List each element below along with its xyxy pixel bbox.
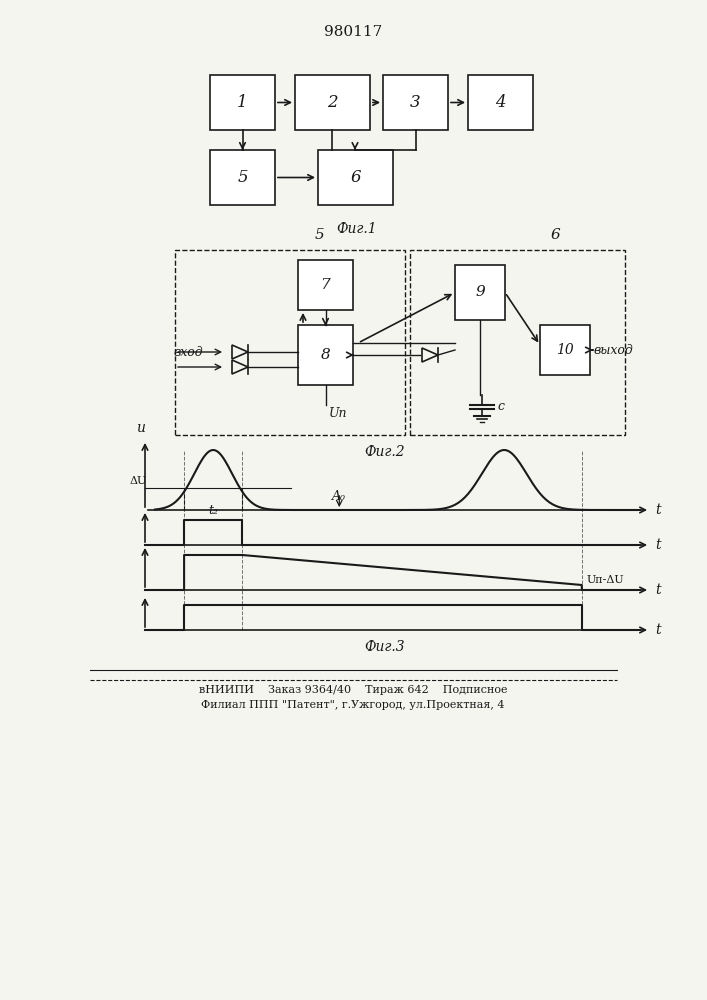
Text: 2: 2 xyxy=(327,94,338,111)
Bar xyxy=(175,250,405,435)
Bar xyxy=(298,260,353,310)
Bar xyxy=(383,75,448,130)
Text: 1: 1 xyxy=(237,94,248,111)
Text: 6: 6 xyxy=(350,169,361,186)
Text: выход: выход xyxy=(593,344,633,357)
Text: 8: 8 xyxy=(321,348,330,362)
Text: Фиг.1: Фиг.1 xyxy=(337,222,378,236)
Text: 7: 7 xyxy=(321,278,330,292)
Bar xyxy=(318,150,393,205)
Bar xyxy=(210,150,275,205)
Text: Uп-ΔU: Uп-ΔU xyxy=(587,575,624,585)
Text: Фиг.2: Фиг.2 xyxy=(365,445,405,459)
Text: t: t xyxy=(655,583,660,597)
Text: Филиал ППП "Патент", г.Ужгород, ул.Проектная, 4: Филиал ППП "Патент", г.Ужгород, ул.Проек… xyxy=(201,700,505,710)
Text: Фиг.3: Фиг.3 xyxy=(365,640,405,654)
Text: вНИИПИ    Заказ 9364/40    Тираж 642    Подписное: вНИИПИ Заказ 9364/40 Тираж 642 Подписное xyxy=(199,685,507,695)
Bar xyxy=(540,325,590,375)
Text: 5: 5 xyxy=(237,169,248,186)
Bar xyxy=(298,325,353,385)
Text: 4: 4 xyxy=(495,94,506,111)
Text: 9: 9 xyxy=(475,286,485,300)
Text: Uп: Uп xyxy=(329,407,347,420)
Text: t: t xyxy=(655,503,660,517)
Text: t: t xyxy=(655,538,660,552)
Text: 10: 10 xyxy=(556,343,574,357)
Text: 3: 3 xyxy=(410,94,421,111)
Text: t₂: t₂ xyxy=(208,504,218,517)
Text: t: t xyxy=(655,623,660,637)
Text: u: u xyxy=(136,421,144,435)
Text: A₀: A₀ xyxy=(332,490,346,503)
Text: 5: 5 xyxy=(315,228,325,242)
Text: вход: вход xyxy=(173,346,203,359)
Text: ΔU: ΔU xyxy=(130,476,147,486)
Text: c: c xyxy=(497,400,504,414)
Bar xyxy=(210,75,275,130)
Text: 6: 6 xyxy=(550,228,560,242)
Bar xyxy=(468,75,533,130)
Text: 980117: 980117 xyxy=(324,25,382,39)
Bar xyxy=(455,265,505,320)
Bar xyxy=(295,75,370,130)
Bar xyxy=(410,250,625,435)
